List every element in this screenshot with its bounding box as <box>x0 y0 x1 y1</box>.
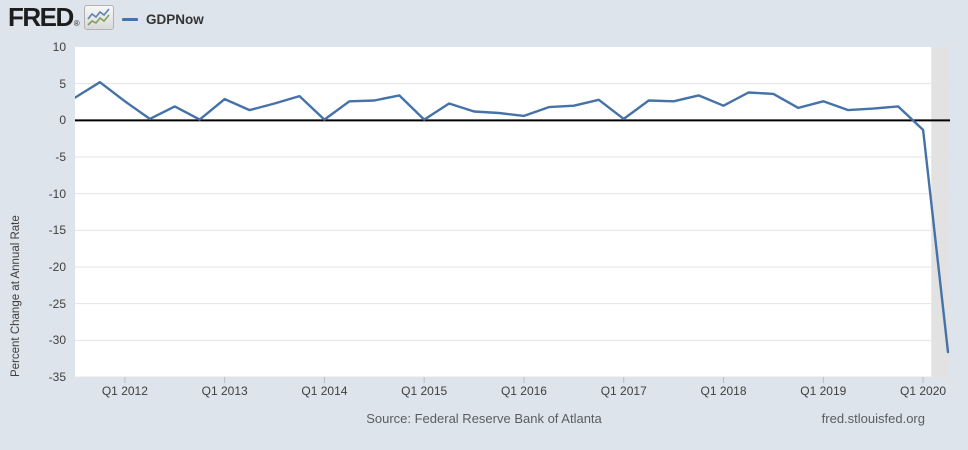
y-axis-tick-label: -15 <box>48 223 66 238</box>
fred-logo-text: FRED <box>8 2 74 32</box>
legend-line-swatch <box>122 18 138 21</box>
x-axis-tick-label: Q1 2015 <box>401 384 448 398</box>
fred-sparkline-icon <box>83 5 114 30</box>
legend-series-label[interactable]: GDPNow <box>146 12 204 27</box>
y-axis-tick-label: -20 <box>48 260 66 274</box>
fred-site-link[interactable]: fred.stlouisfed.org <box>821 411 925 426</box>
registered-mark: ® <box>73 19 80 28</box>
plot-area[interactable] <box>75 47 950 385</box>
y-axis-tick-label: -5 <box>55 150 66 164</box>
x-axis-tick-label: Q1 2013 <box>201 384 248 398</box>
legend: GDPNow <box>122 12 204 27</box>
y-axis-title: Percent Change at Annual Rate <box>10 215 22 377</box>
y-axis-tick-label: -10 <box>48 186 66 201</box>
x-axis-tick-label: Q1 2018 <box>700 384 747 398</box>
x-axis-tick-label: Q1 2014 <box>301 384 348 398</box>
x-axis-tick-label: Q1 2020 <box>900 384 947 398</box>
x-axis-tick-label: Q1 2019 <box>800 384 847 398</box>
x-axis-tick-label: Q1 2012 <box>101 384 148 398</box>
source-attribution: Source: Federal Reserve Bank of Atlanta <box>366 411 602 426</box>
fred-logo[interactable]: FRED ® <box>8 2 114 32</box>
y-axis-tick-label: 0 <box>59 113 66 128</box>
x-axis-tick-label: Q1 2017 <box>600 384 647 398</box>
y-axis-tick-label: -35 <box>48 370 66 384</box>
x-axis-tick-label: Q1 2016 <box>500 384 547 398</box>
plot-background <box>75 47 950 377</box>
y-axis-tick-label: 5 <box>59 76 66 91</box>
recession-band <box>931 47 950 377</box>
y-axis-tick-label: -30 <box>48 333 66 348</box>
y-axis-tick-label: 10 <box>52 40 66 54</box>
data-line-gdpnow <box>75 81 950 354</box>
y-axis-tick-label: -25 <box>48 296 66 311</box>
